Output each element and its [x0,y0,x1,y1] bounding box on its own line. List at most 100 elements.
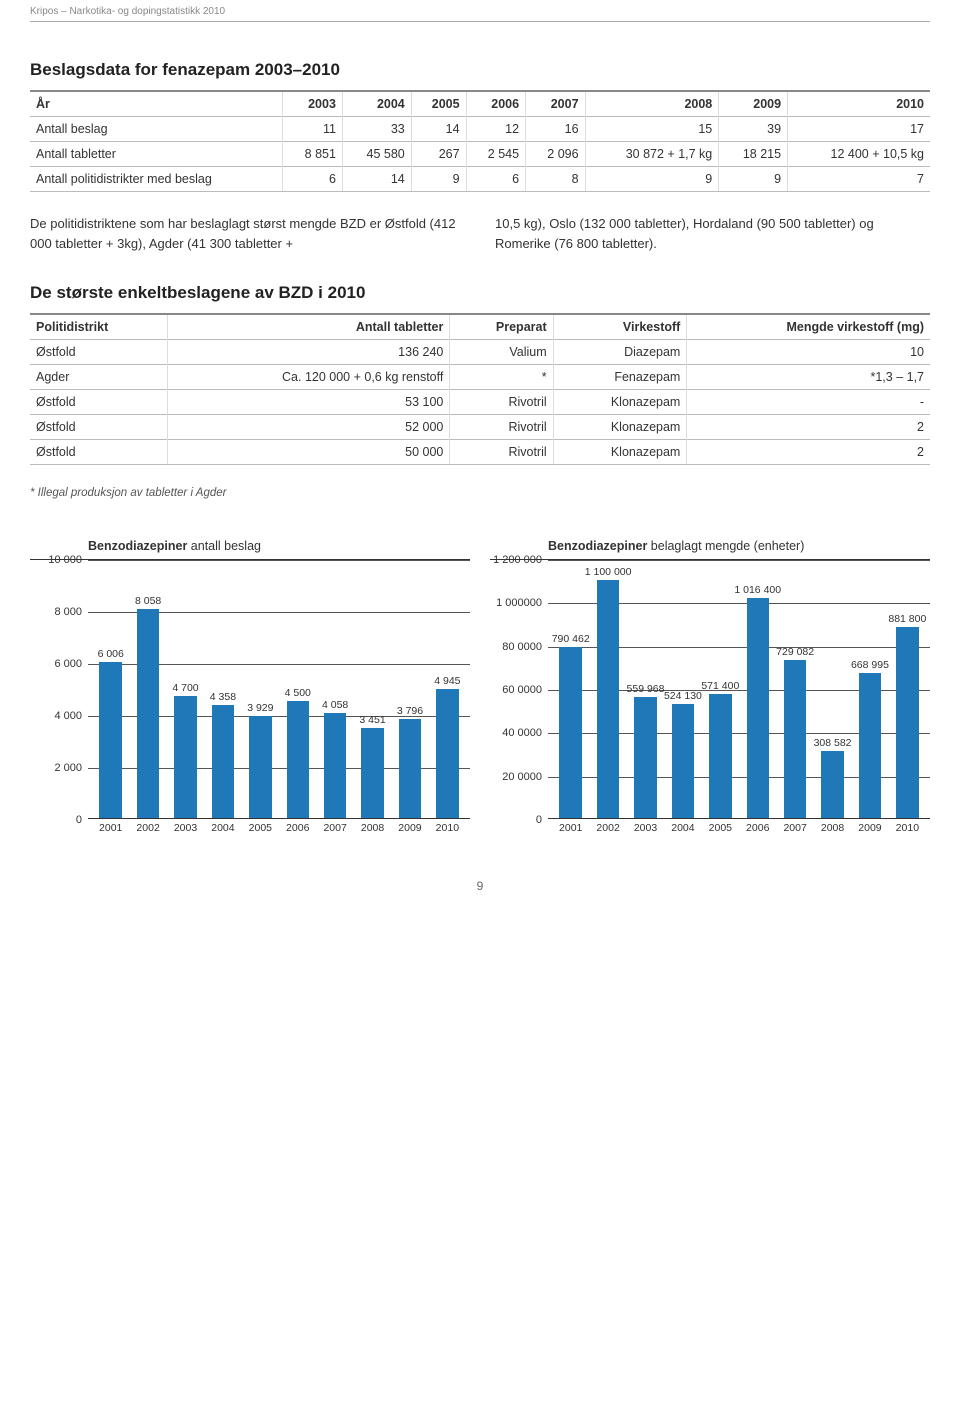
table-cell: 9 [719,167,788,192]
bar-slot: 4 3582004 [204,560,241,818]
table-cell: Østfold [30,415,167,440]
table-cell: 136 240 [167,340,450,365]
bar [597,580,619,818]
table-cell: 11 [283,117,342,142]
paragraph-right: 10,5 kg), Oslo (132 000 tabletter), Hord… [495,214,930,253]
bar-value-label: 559 968 [627,683,665,695]
column-header: 2003 [283,91,342,117]
table2-footnote: * Illegal produksjon av tabletter i Agde… [30,487,930,499]
doc-header: Kripos – Narkotika- og dopingstatistikk … [30,0,930,22]
x-axis-label: 2003 [167,822,204,834]
x-axis-label: 2009 [851,822,888,834]
column-header: 2009 [719,91,788,117]
table-cell: 8 [526,167,585,192]
table-cell: Østfold [30,340,167,365]
column-header: Mengde virkestoff (mg) [687,314,930,340]
bar-slot: 4 5002006 [279,560,316,818]
y-axis-label: 4 000 [30,711,82,722]
bar [324,713,346,819]
bar-value-label: 668 995 [851,659,889,671]
bar-slot: 559 9682003 [627,560,664,818]
table-cell: Fenazepam [553,365,687,390]
table-cell: 2 545 [466,142,525,167]
column-header: 2005 [411,91,466,117]
bar [212,705,234,818]
table-cell: 2 [687,415,930,440]
table-cell: 2 [687,440,930,465]
bar-slot: 4 0582007 [316,560,353,818]
table-row: Antall tabletter8 85145 5802672 5452 096… [30,142,930,167]
bar-value-label: 881 800 [888,613,926,625]
table-cell: *1,3 – 1,7 [687,365,930,390]
bar [436,689,458,818]
y-axis-label: 20 0000 [490,772,542,783]
bar-slot: 6 0062001 [92,560,129,818]
bar-value-label: 6 006 [98,648,124,660]
chart2-title-bold: Benzodiazepiner [548,539,647,553]
bar [634,697,656,818]
bar-value-label: 3 451 [359,714,385,726]
bar [287,701,309,818]
bar [174,696,196,818]
bar-value-label: 1 016 400 [734,584,781,596]
bar-value-label: 4 945 [434,675,460,687]
bar-slot: 668 9952009 [851,560,888,818]
bar-value-label: 4 058 [322,699,348,711]
y-axis-label: 8 000 [30,607,82,618]
bar-slot: 3 9292005 [242,560,279,818]
table2: PolitidistriktAntall tabletterPreparatVi… [30,313,930,465]
column-header: Preparat [450,314,553,340]
table1-title: Beslagsdata for fenazepam 2003–2010 [30,60,930,80]
bar-value-label: 3 929 [247,702,273,714]
bar-slot: 4 9452010 [429,560,466,818]
bar-value-label: 1 100 000 [585,566,632,578]
x-axis-label: 2005 [242,822,279,834]
y-axis-label: 1 200 000 [490,555,542,566]
bar-slot: 881 8002010 [889,560,926,818]
x-axis-label: 2009 [391,822,428,834]
x-axis-label: 2010 [429,822,466,834]
table-cell: 30 872 + 1,7 kg [585,142,719,167]
bar-value-label: 8 058 [135,595,161,607]
y-axis-label: 2 000 [30,763,82,774]
body-paragraph: De politidistriktene som har beslaglagt … [30,214,930,253]
column-header: 2004 [342,91,411,117]
table-row: AgderCa. 120 000 + 0,6 kg renstoff*Fenaz… [30,365,930,390]
bar [99,662,121,818]
bar-value-label: 729 082 [776,646,814,658]
table-row: Østfold136 240ValiumDiazepam10 [30,340,930,365]
table-cell: Rivotril [450,440,553,465]
table1: År20032004200520062007200820092010 Antal… [30,90,930,192]
x-axis-label: 2004 [204,822,241,834]
table-cell: - [687,390,930,415]
x-axis-label: 2001 [552,822,589,834]
bar [361,728,383,818]
bar-slot: 729 0822007 [776,560,813,818]
chart2-title: Benzodiazepiner belaglagt mengde (enhete… [490,539,930,553]
x-axis-label: 2003 [627,822,664,834]
x-axis-label: 2007 [316,822,353,834]
table-row: Antall beslag1133141216153917 [30,117,930,142]
bar-value-label: 4 700 [172,682,198,694]
bar [249,716,271,818]
bar-slot: 308 5822008 [814,560,851,818]
table-cell: 18 215 [719,142,788,167]
bar-value-label: 571 400 [701,680,739,692]
bar-slot: 1 100 0002002 [589,560,626,818]
bar-value-label: 524 130 [664,690,702,702]
x-axis-label: 2008 [814,822,851,834]
bar [399,719,421,818]
bar-value-label: 308 582 [814,737,852,749]
bar-slot: 524 1302004 [664,560,701,818]
x-axis-label: 2005 [702,822,739,834]
paragraph-left: De politidistriktene som har beslaglagt … [30,214,465,253]
chart1: Benzodiazepiner antall beslag 02 0004 00… [30,539,470,839]
table-cell: 6 [466,167,525,192]
plot-area: 6 00620018 05820024 70020034 35820043 92… [88,560,470,819]
table-cell: 45 580 [342,142,411,167]
table-cell: Rivotril [450,415,553,440]
x-axis-label: 2001 [92,822,129,834]
table-cell: Klonazepam [553,440,687,465]
bar-value-label: 3 796 [397,705,423,717]
column-header: 2007 [526,91,585,117]
